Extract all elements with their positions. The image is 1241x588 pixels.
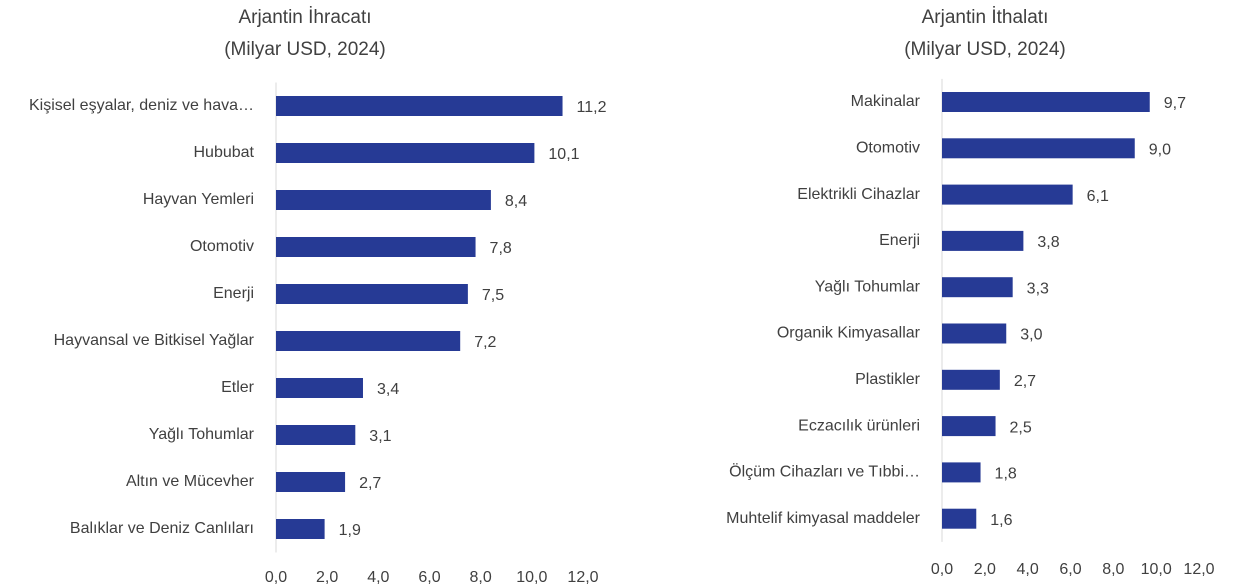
value-label: 3,1 bbox=[369, 428, 391, 445]
bar bbox=[942, 138, 1135, 159]
bar bbox=[942, 92, 1150, 112]
value-label: 3,8 bbox=[1037, 234, 1059, 251]
x-tick-label: 12,0 bbox=[1183, 561, 1214, 578]
bar bbox=[276, 519, 325, 539]
x-tick-label: 10,0 bbox=[516, 569, 547, 586]
y-tick-label: Altın ve Mücevher bbox=[126, 473, 255, 490]
value-label: 7,2 bbox=[474, 334, 496, 351]
y-tick-label: Muhtelif kimyasal maddeler bbox=[726, 510, 921, 527]
x-tick-label: 0,0 bbox=[265, 569, 287, 586]
x-tick-label: 4,0 bbox=[367, 569, 389, 586]
value-label: 11,2 bbox=[577, 99, 607, 116]
chart-title: Arjantin İhracatı bbox=[238, 7, 371, 28]
x-tick-label: 0,0 bbox=[931, 561, 953, 578]
value-label: 9,0 bbox=[1149, 142, 1171, 159]
value-label: 2,5 bbox=[1010, 419, 1032, 436]
bar bbox=[942, 277, 1013, 298]
y-tick-label: Otomotiv bbox=[856, 140, 920, 157]
bar bbox=[276, 143, 535, 163]
bar bbox=[942, 184, 1073, 205]
y-tick-label: Yağlı Tohumlar bbox=[815, 278, 921, 295]
value-label: 6,1 bbox=[1087, 188, 1109, 205]
value-label: 7,8 bbox=[490, 240, 512, 257]
y-tick-label: Hububat bbox=[194, 144, 255, 161]
value-label: 1,6 bbox=[990, 512, 1012, 529]
bar bbox=[276, 284, 468, 304]
value-label: 2,7 bbox=[1014, 373, 1036, 390]
y-tick-label: Otomotiv bbox=[190, 238, 254, 255]
y-tick-label: Eczacılık ürünleri bbox=[798, 417, 920, 434]
bar bbox=[276, 425, 356, 445]
bar bbox=[942, 369, 1000, 390]
bar bbox=[276, 472, 346, 492]
bar bbox=[276, 237, 476, 257]
bar bbox=[276, 331, 461, 351]
value-label: 2,7 bbox=[359, 475, 381, 492]
chart-title: Arjantin İthalatı bbox=[922, 7, 1049, 28]
x-tick-label: 6,0 bbox=[1059, 561, 1081, 578]
bar bbox=[942, 323, 1007, 344]
x-tick-label: 12,0 bbox=[567, 569, 598, 586]
y-tick-label: Hayvansal ve Bitkisel Yağlar bbox=[54, 332, 255, 349]
bar bbox=[942, 230, 1024, 251]
bar bbox=[276, 96, 563, 116]
y-tick-label: Enerji bbox=[879, 232, 920, 249]
y-tick-label: Enerji bbox=[213, 285, 254, 302]
value-label: 10,1 bbox=[548, 146, 579, 163]
bar bbox=[276, 378, 363, 398]
y-tick-label: Ölçüm Cihazları ve Tıbbi… bbox=[729, 463, 920, 481]
bar bbox=[942, 416, 996, 437]
value-label: 9,7 bbox=[1164, 95, 1186, 112]
y-tick-label: Kişisel eşyalar, deniz ve hava… bbox=[29, 97, 254, 114]
x-tick-label: 6,0 bbox=[418, 569, 440, 586]
value-label: 3,3 bbox=[1027, 280, 1049, 297]
value-label: 1,8 bbox=[995, 466, 1017, 483]
x-tick-label: 2,0 bbox=[316, 569, 338, 586]
chart-subtitle: (Milyar USD, 2024) bbox=[224, 39, 386, 60]
y-tick-label: Makinalar bbox=[851, 93, 921, 110]
y-tick-label: Elektrikli Cihazlar bbox=[797, 186, 920, 203]
bar bbox=[276, 190, 491, 210]
y-tick-label: Yağlı Tohumlar bbox=[149, 426, 255, 443]
x-tick-label: 10,0 bbox=[1141, 561, 1172, 578]
y-tick-label: Plastikler bbox=[855, 371, 921, 388]
chart-subtitle: (Milyar USD, 2024) bbox=[904, 39, 1066, 60]
y-tick-label: Etler bbox=[221, 379, 255, 396]
value-label: 3,4 bbox=[377, 381, 399, 398]
x-tick-label: 8,0 bbox=[1102, 561, 1124, 578]
y-tick-label: Organik Kimyasallar bbox=[777, 325, 921, 342]
y-tick-label: Balıklar ve Deniz Canlıları bbox=[70, 520, 254, 537]
y-tick-label: Hayvan Yemleri bbox=[143, 191, 254, 208]
bar bbox=[942, 462, 981, 483]
x-tick-label: 4,0 bbox=[1017, 561, 1039, 578]
value-label: 8,4 bbox=[505, 193, 527, 210]
x-tick-label: 2,0 bbox=[974, 561, 996, 578]
value-label: 1,9 bbox=[339, 522, 361, 539]
value-label: 3,0 bbox=[1020, 327, 1042, 344]
x-tick-label: 8,0 bbox=[470, 569, 492, 586]
value-label: 7,5 bbox=[482, 287, 504, 304]
bar bbox=[942, 508, 977, 529]
